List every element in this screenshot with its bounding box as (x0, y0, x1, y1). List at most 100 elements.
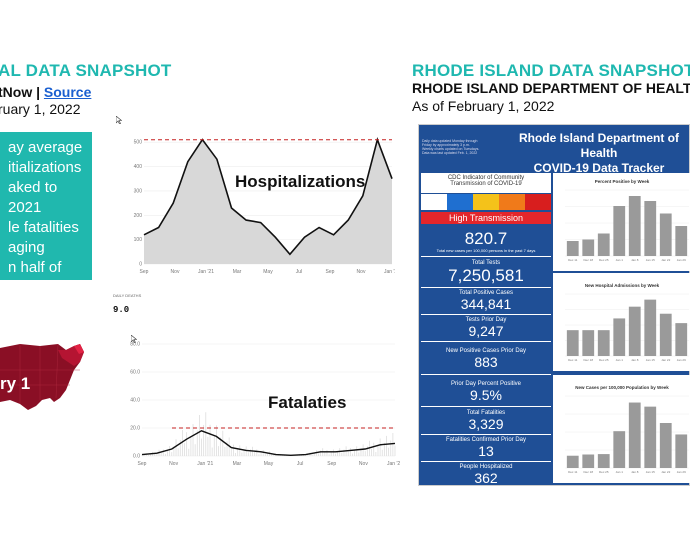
percent-positive-chart: Dec 11 Dec 18 Dec 25 Jan 1 Jan 8 Jan 15 Jan 22… (565, 189, 689, 262)
stat-label: Total Positive Cases (458, 290, 514, 296)
ri-snapshot-title: RHODE ISLAND DATA SNAPSHOT (412, 61, 690, 80)
cursor-icon (131, 335, 137, 343)
y-tick-label: 40.0 (130, 398, 140, 404)
weekly-bar (628, 196, 641, 256)
legend-substantial (473, 194, 499, 210)
stat-value: 9.5% (470, 387, 502, 403)
weekly-bar (566, 455, 579, 468)
week-tick-label: Dec 11 (568, 258, 578, 262)
x-tick-label: Jan '22 (384, 269, 395, 275)
left-date: ruary 1, 2022 (0, 101, 81, 117)
week-tick-label: Jan 22 (661, 358, 670, 362)
week-tick-label: Jan 1 (616, 258, 624, 262)
y-tick-label: 0 (139, 262, 142, 268)
stat-label: Prior Day Percent Positive (450, 381, 522, 387)
stat-block: People Hospitalized 362 (421, 464, 551, 486)
ri-department-title: RHODE ISLAND DEPARTMENT OF HEALTH (412, 80, 690, 96)
stat-block: Total Tests 7,250,581 (421, 260, 551, 285)
fatalities-chart: Sep Nov Jan '21 Mar May Jul Sep Nov Jan '22 0.0 2… (130, 342, 400, 468)
week-tick-label: Jan 15 (646, 358, 655, 362)
divider (421, 406, 551, 407)
weekly-bar (582, 239, 595, 256)
x-tick-label: Sep (326, 269, 335, 275)
ri-date: As of February 1, 2022 (412, 98, 555, 114)
week-tick-label: Jan 1 (616, 358, 624, 362)
x-tick-label: Sep (140, 269, 149, 275)
x-tick-label: Jan '21 (197, 461, 213, 467)
weekly-bar (628, 402, 641, 468)
teal-line: 2021 (8, 199, 42, 216)
daily-deaths-value: 9.0 (113, 305, 130, 315)
stat-block: Total Fatalities 3,329 (421, 410, 551, 432)
cdc-indicator: CDC Indicator of Community Transmission … (421, 173, 551, 193)
week-tick-label: Dec 18 (583, 358, 593, 362)
panel-title: Percent Positive by Week (594, 179, 650, 184)
x-tick-label: Nov (171, 269, 180, 275)
y-tick-label: 60.0 (130, 370, 140, 376)
divider (421, 256, 551, 257)
source-link[interactable]: Source (43, 84, 92, 100)
legend-moderate (447, 194, 473, 210)
y-tick-label: 100 (134, 237, 143, 243)
transmission-rate-value: 820.7 (464, 229, 508, 248)
weekly-bar (582, 330, 595, 356)
week-tick-label: Dec 25 (599, 358, 609, 362)
weekly-bar (582, 454, 595, 468)
cases-per-100k-panel: New Cases per 100,000 Population by Week… (553, 375, 690, 483)
y-tick-label: 200 (134, 213, 143, 219)
y-tick-label: 300 (134, 188, 143, 194)
cases-per-100k-chart: Dec 11 Dec 18 Dec 25 Jan 1 Jan 8 Jan 15 Jan 22… (565, 395, 689, 474)
daily-deaths-caption: DAILY DEATHS (113, 293, 142, 298)
stat-block: Total Positive Cases 344,841 (421, 290, 551, 312)
x-tick-label: Sep (327, 461, 336, 467)
x-tick-label: May (264, 461, 274, 467)
weekly-bar (597, 330, 610, 356)
stat-value: 9,247 (468, 323, 504, 339)
week-tick-label: Jan 1 (616, 470, 624, 474)
teal-line: aked to (8, 179, 58, 196)
teal-summary-box: ay average itializations aked to 2021 le… (0, 132, 92, 296)
weekly-bar (628, 306, 641, 356)
x-tick-label: Jan '22 (387, 461, 400, 467)
week-tick-label: Dec 25 (599, 258, 609, 262)
x-tick-label: Mar (233, 461, 242, 467)
week-tick-label: Jan 8 (631, 358, 639, 362)
percent-positive-panel: Percent Positive by Week Dec 11 Dec 18 Dec… (553, 173, 690, 271)
x-tick-label: Nov (169, 461, 178, 467)
weekly-bar (566, 330, 579, 356)
y-tick-label: 20.0 (130, 426, 140, 432)
stat-block: Tests Prior Day 9,247 (421, 317, 551, 339)
y-tick-label: 400 (134, 164, 143, 170)
left-snapshot-title: AL DATA SNAPSHOT (0, 61, 172, 80)
hospitalizations-area (144, 139, 392, 264)
teal-line: aging (8, 239, 45, 256)
hospitalizations-line (143, 137, 393, 256)
x-tick-label: Jan '21 (198, 269, 214, 275)
x-tick-label: Nov (359, 461, 368, 467)
week-tick-label: Jan 8 (631, 258, 639, 262)
stat-value: 362 (474, 470, 498, 486)
week-tick-label: Jan 8 (631, 470, 639, 474)
stat-value: 344,841 (460, 296, 512, 312)
weekly-bar (659, 213, 672, 256)
teal-line: ay average (8, 139, 83, 156)
x-tick-label: May (263, 269, 273, 275)
teal-line: itializations (8, 159, 82, 176)
weekly-bar (613, 318, 626, 356)
divider (421, 434, 551, 435)
weekly-bar (659, 423, 672, 468)
divider (421, 341, 551, 342)
weekly-bar (613, 431, 626, 468)
x-tick-label: Sep (138, 461, 147, 467)
stat-value: 13 (478, 443, 494, 459)
x-tick-label: Jul (296, 269, 302, 275)
cursor-icon (116, 116, 122, 124)
map-label: ry 1 (0, 374, 31, 393)
legend-low (421, 194, 447, 210)
left-source-prefix: tNow | (0, 84, 41, 100)
week-tick-label: Dec 18 (583, 258, 593, 262)
week-tick-label: Jan 15 (646, 258, 655, 262)
weekly-bar (644, 201, 657, 256)
left-source-line: tNow | Source (0, 84, 91, 100)
update-note-line: Daily data updated Monday through (422, 139, 478, 143)
